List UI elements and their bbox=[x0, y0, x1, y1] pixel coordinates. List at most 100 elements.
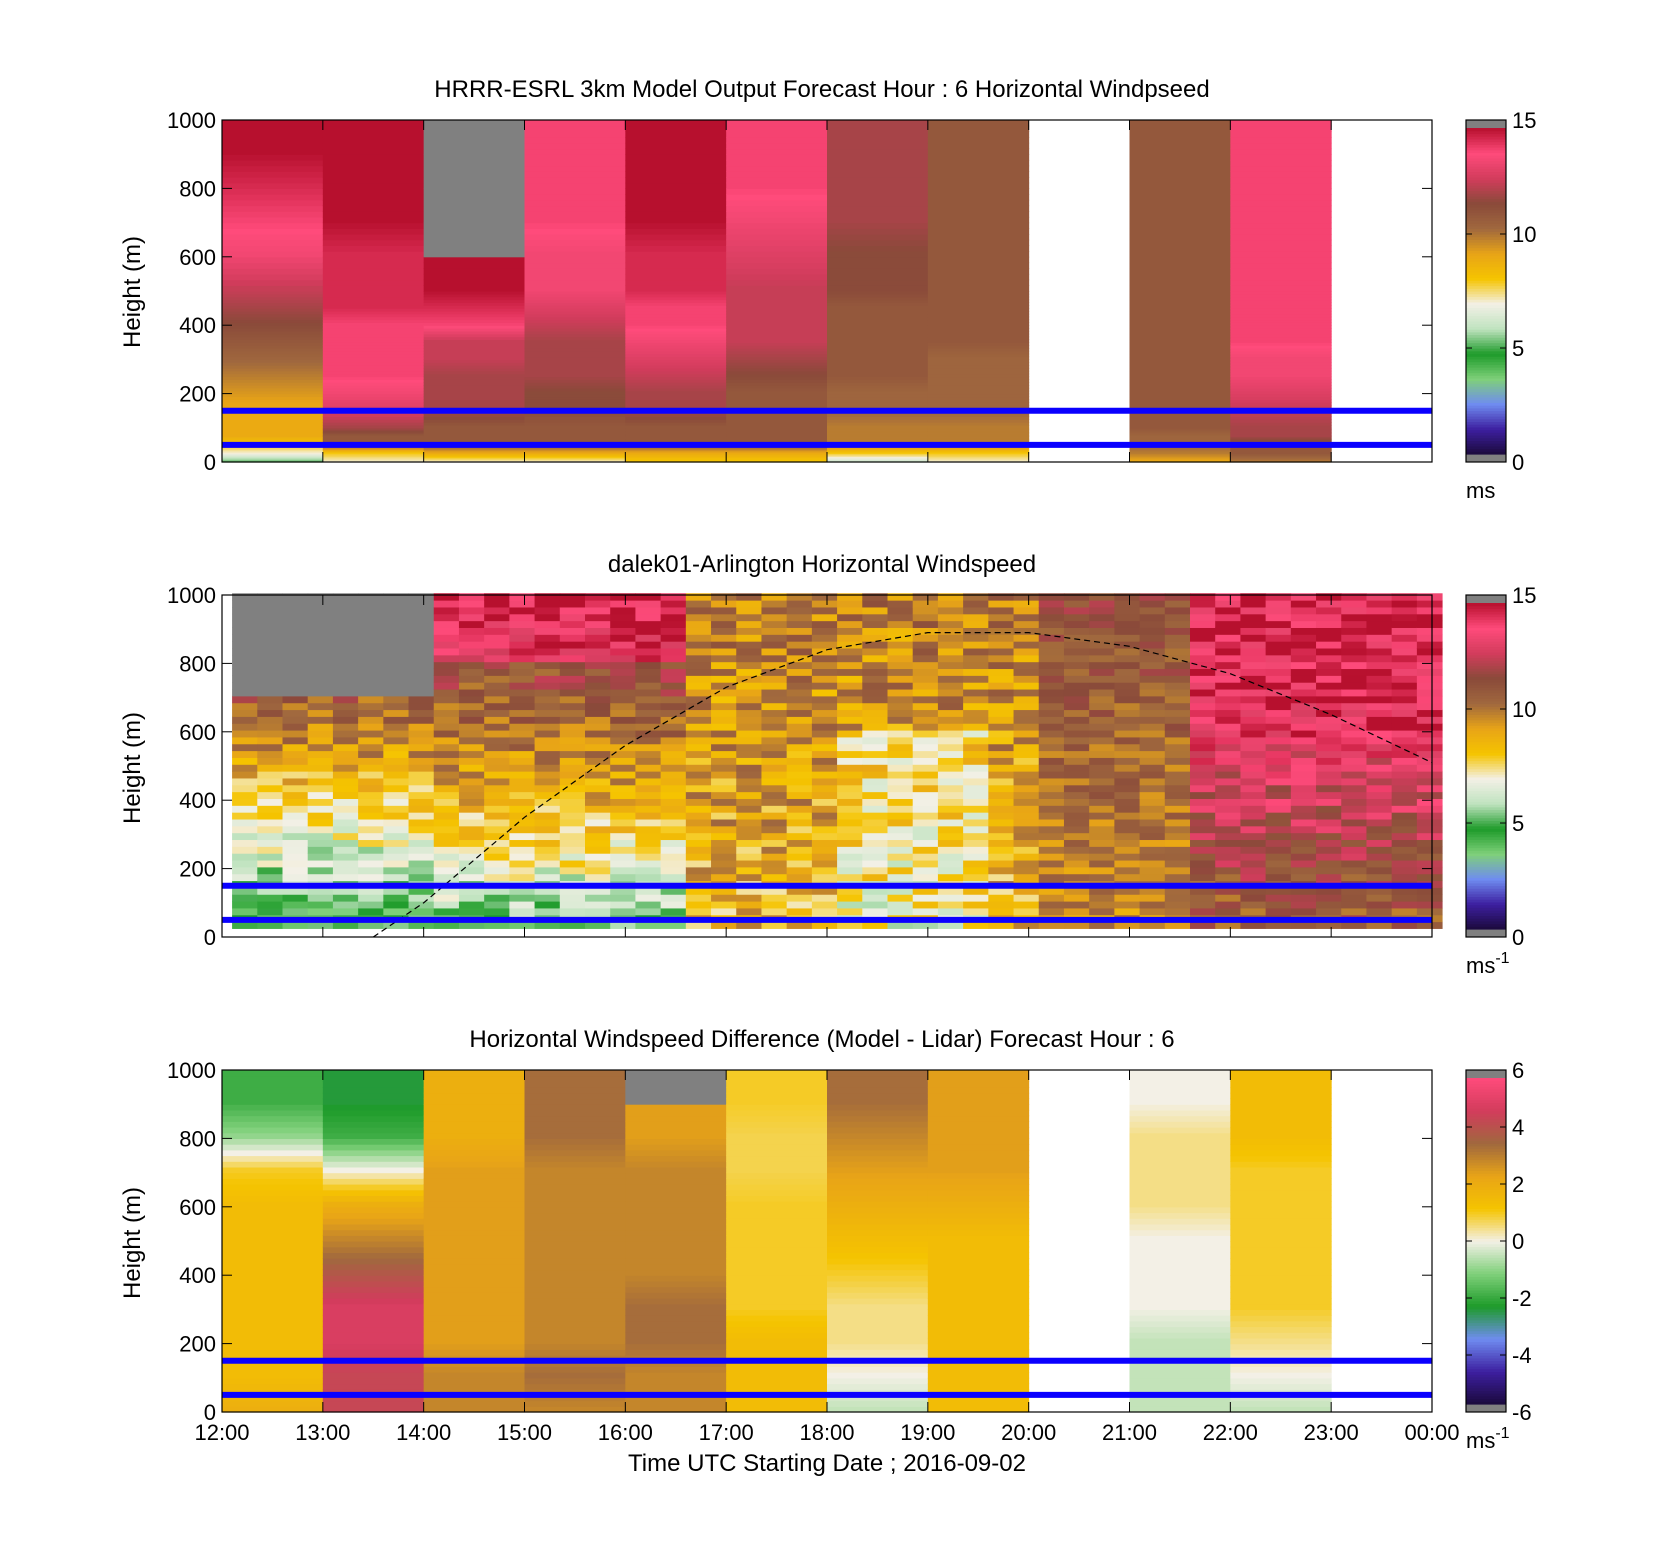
lidar-cell bbox=[585, 832, 611, 841]
lidar-cell bbox=[1114, 873, 1141, 882]
lidar-cell bbox=[1139, 743, 1166, 752]
colorbar-step bbox=[1466, 670, 1506, 675]
lidar-cell bbox=[1164, 860, 1191, 868]
lidar-cell bbox=[963, 860, 989, 868]
heatmap-cell bbox=[827, 182, 929, 189]
lidar-cell bbox=[685, 641, 712, 649]
heatmap-cell bbox=[222, 1400, 324, 1407]
lidar-cell bbox=[433, 682, 460, 690]
lidar-cell bbox=[786, 921, 813, 929]
heatmap-cell bbox=[322, 330, 425, 335]
lidar-cell bbox=[1114, 853, 1141, 861]
heatmap-cell bbox=[625, 1121, 727, 1128]
colorbar-step bbox=[1466, 1219, 1506, 1223]
lidar-cell bbox=[1164, 907, 1191, 916]
lidar-cell bbox=[912, 613, 939, 622]
lidar-cell bbox=[736, 887, 762, 895]
heatmap-cell bbox=[1230, 422, 1332, 426]
heatmap-cell bbox=[423, 328, 525, 332]
lidar-cell bbox=[988, 839, 1015, 847]
colorbar-step bbox=[1466, 255, 1506, 259]
lidar-cell bbox=[1190, 634, 1216, 642]
lidar-cell bbox=[433, 777, 460, 786]
lidar-cell bbox=[635, 757, 662, 765]
lidar-cell bbox=[988, 894, 1015, 902]
colorbar-step bbox=[1466, 926, 1506, 930]
lidar-cell bbox=[509, 750, 536, 758]
heatmap-cell bbox=[222, 245, 324, 252]
lidar-cell bbox=[585, 641, 611, 649]
lidar-cell bbox=[1366, 743, 1393, 752]
lidar-cell bbox=[257, 846, 283, 854]
heatmap-cell bbox=[222, 376, 324, 380]
lidar-cell-missing bbox=[383, 606, 410, 615]
lidar-cell bbox=[257, 901, 283, 909]
lidar-cell bbox=[433, 723, 460, 731]
heatmap-cell bbox=[1230, 405, 1332, 409]
lidar-cell bbox=[458, 846, 485, 854]
lidar-cell-missing bbox=[408, 606, 435, 615]
lidar-cell bbox=[1265, 743, 1292, 752]
lidar-cell bbox=[433, 873, 460, 882]
colorbar-step bbox=[1466, 1295, 1506, 1299]
heatmap-cell bbox=[322, 285, 425, 292]
colorbar-step bbox=[1466, 763, 1506, 767]
lidar-cell bbox=[534, 641, 561, 649]
heatmap-cell bbox=[1129, 165, 1231, 172]
heatmap-cell bbox=[524, 348, 626, 352]
heatmap-cell bbox=[222, 279, 324, 286]
lidar-cell bbox=[383, 907, 410, 916]
lidar-cell bbox=[660, 907, 687, 916]
lidar-cell bbox=[585, 668, 611, 676]
heatmap-cell bbox=[322, 433, 425, 436]
heatmap-cell bbox=[827, 228, 929, 235]
lidar-cell bbox=[811, 723, 838, 731]
lidar-cell bbox=[862, 771, 888, 779]
heatmap-cell bbox=[222, 310, 324, 315]
lidar-cell bbox=[1190, 784, 1216, 793]
lidar-cell bbox=[332, 702, 359, 711]
heatmap-cell bbox=[1129, 1372, 1231, 1379]
lidar-cell bbox=[1215, 894, 1241, 902]
lidar-cell bbox=[610, 860, 636, 868]
heatmap-cell bbox=[726, 228, 828, 235]
colorbar-tick-label: 0 bbox=[1512, 925, 1524, 950]
colorbar-step bbox=[1466, 1227, 1506, 1231]
ytick-label: 200 bbox=[179, 1332, 216, 1357]
lidar-cell bbox=[1391, 641, 1418, 649]
lidar-cell bbox=[534, 661, 561, 670]
heatmap-cell bbox=[827, 1269, 929, 1276]
lidar-cell bbox=[559, 641, 586, 649]
heatmap-cell bbox=[423, 1286, 525, 1293]
lidar-cell bbox=[1366, 648, 1393, 656]
heatmap-cell bbox=[927, 1309, 1030, 1316]
lidar-cell bbox=[736, 689, 762, 697]
lidar-cell bbox=[559, 757, 586, 765]
heatmap-cell bbox=[524, 1212, 626, 1219]
heatmap-cell bbox=[625, 427, 727, 430]
lidar-cell bbox=[1316, 832, 1342, 841]
heatmap-cell bbox=[927, 313, 1030, 318]
lidar-cell bbox=[484, 723, 510, 731]
colorbar-step bbox=[1466, 858, 1506, 862]
lidar-cell bbox=[736, 613, 762, 622]
lidar-cell bbox=[862, 593, 888, 601]
lidar-cell bbox=[559, 860, 586, 868]
heatmap-cell bbox=[222, 365, 324, 369]
heatmap-cell bbox=[1230, 437, 1332, 440]
lidar-cell bbox=[988, 777, 1015, 786]
lidar-cell bbox=[1089, 654, 1115, 663]
lidar-cell-missing bbox=[358, 641, 384, 649]
heatmap-cell bbox=[1230, 131, 1332, 138]
lidar-cell bbox=[509, 812, 536, 820]
lidar-cell bbox=[358, 887, 384, 895]
heatmap-cell bbox=[222, 1115, 324, 1122]
colorbar-step bbox=[1466, 415, 1506, 420]
lidar-cell bbox=[711, 866, 737, 875]
lidar-cell bbox=[1038, 661, 1065, 670]
heatmap-cell bbox=[322, 399, 425, 403]
lidar-cell bbox=[1265, 606, 1292, 615]
heatmap-cell bbox=[322, 1332, 425, 1339]
lidar-cell bbox=[1089, 832, 1115, 841]
